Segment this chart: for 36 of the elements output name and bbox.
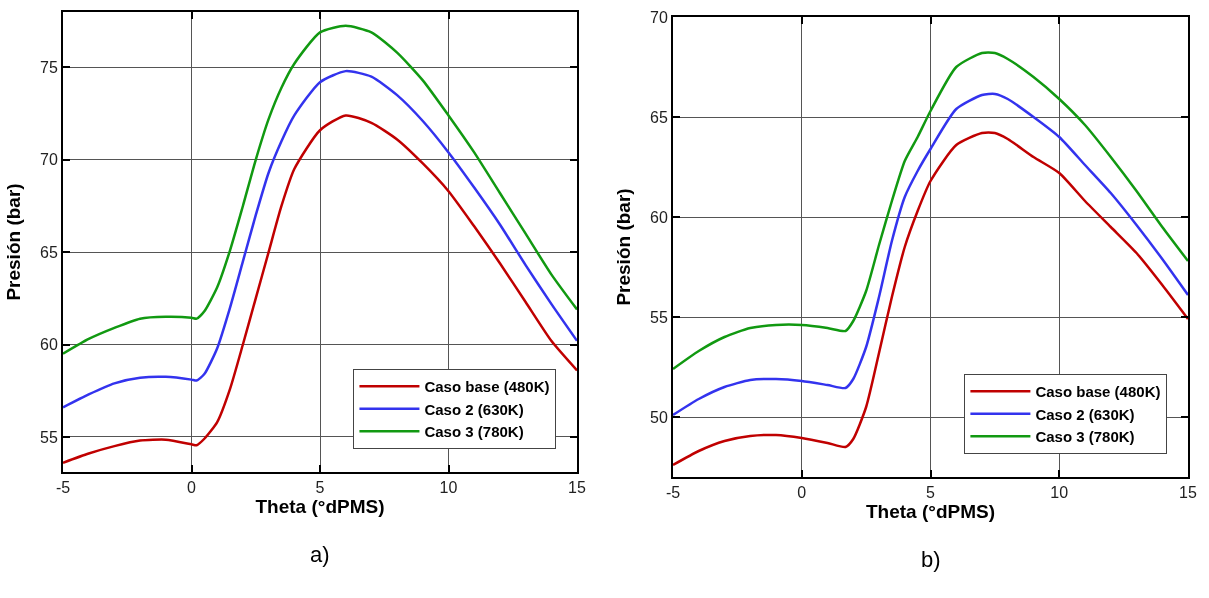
x-tick-label: 0 (797, 484, 807, 502)
x-tick-label: -5 (55, 479, 71, 497)
text: b) (921, 547, 941, 572)
x-tick-label: 0 (187, 479, 197, 497)
x-tick-label: 5 (315, 479, 325, 497)
line-series (63, 114, 577, 465)
line-series (673, 131, 1188, 467)
legend-label: Caso 3 (780K) (424, 423, 524, 441)
y-tick-label: 60 (40, 336, 58, 354)
legend-label: Caso base (480K) (424, 378, 550, 396)
y-tick-label: 55 (40, 428, 58, 446)
y-tick-label: 55 (650, 308, 668, 326)
x-tick-label: 5 (926, 484, 936, 502)
y-tick-label: 60 (650, 208, 668, 226)
y-tick-label: 65 (650, 108, 668, 126)
x-tick-label: 15 (568, 479, 586, 497)
x-axis-title: Theta (°dPMS) (255, 496, 385, 518)
line-series (673, 51, 1188, 371)
x-tick-label: -5 (665, 484, 681, 502)
legend-label: Caso 2 (630K) (1035, 405, 1135, 423)
y-tick-label: 70 (650, 8, 668, 26)
x-tick-label: 10 (1050, 484, 1069, 502)
line-series (63, 24, 577, 356)
text: a) (310, 542, 330, 567)
y-axis-title: Presión (bar) (3, 183, 25, 301)
legend-label: Caso 3 (780K) (1035, 428, 1135, 446)
x-tick-label: 10 (439, 479, 458, 497)
y-tick-label: 70 (40, 151, 58, 169)
y-tick-label: 50 (650, 408, 668, 426)
y-tick-label: 75 (40, 59, 58, 77)
y-axis-title: Presión (bar) (613, 188, 635, 306)
legend-label: Caso 2 (630K) (424, 400, 524, 418)
legend-label: Caso base (480K) (1035, 383, 1161, 401)
x-axis-title: Theta (°dPMS) (866, 501, 995, 523)
y-tick-label: 65 (40, 243, 58, 261)
x-tick-label: 15 (1179, 484, 1197, 502)
